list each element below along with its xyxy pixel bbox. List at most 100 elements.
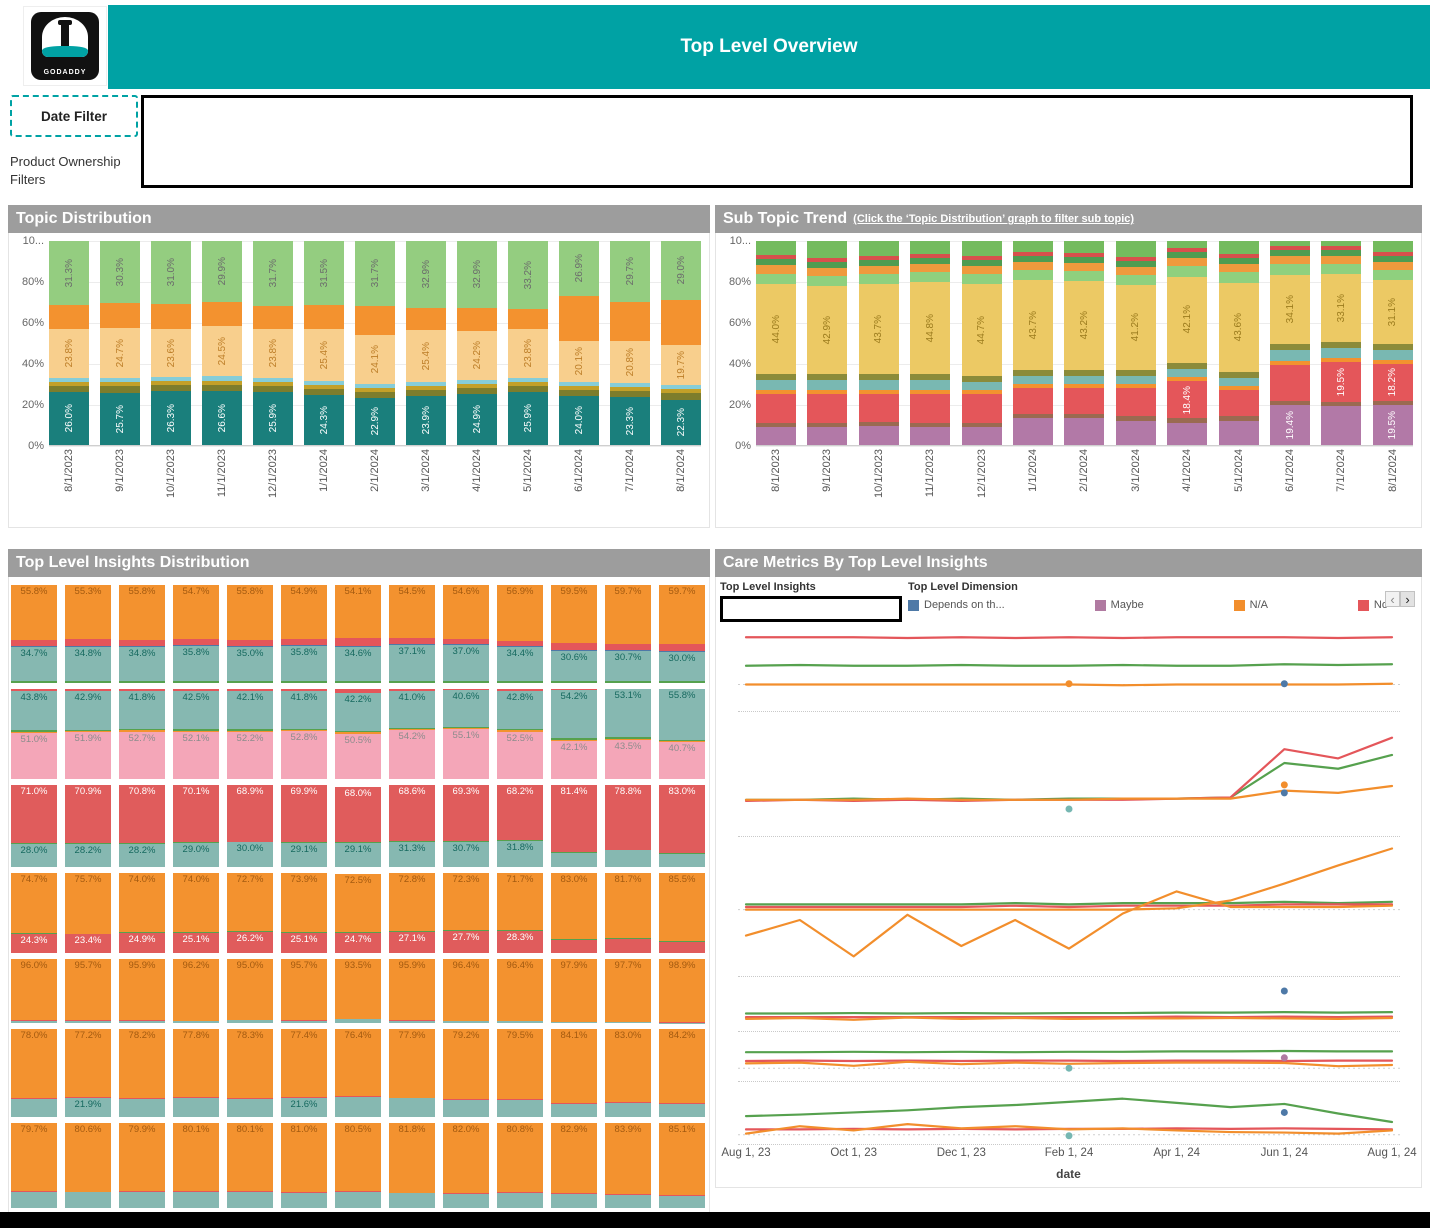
insight-bar[interactable]: 96.4% [497,959,543,1023]
insight-bar[interactable]: 96.4% [443,959,489,1023]
bar-12/1/2023[interactable]: 44.7% [961,240,1002,445]
insight-bar[interactable]: 68.2% 31.8% [497,785,543,867]
legend-scroll-left-icon[interactable]: ‹ [1385,591,1400,607]
line-panel-5[interactable] [738,1032,1400,1082]
insight-bar[interactable]: 96.2% [173,959,219,1023]
legend-item-depends-on-th---[interactable]: Depends on th... [908,599,1005,611]
insight-bar[interactable]: 80.8% [497,1123,543,1208]
top-level-insights-filter[interactable] [720,596,902,622]
line-panel-1[interactable] [738,627,1400,712]
bar-9/1/2023[interactable]: 30.3% 24.7% 25.7% [100,240,140,445]
insight-bar[interactable]: 82.9% [551,1123,597,1208]
insight-bar[interactable]: 79.7% [11,1123,57,1208]
insight-bar[interactable]: 42.2% 50.5% [335,689,381,779]
insight-bar[interactable]: 81.4% [551,785,597,867]
bar-10/1/2023[interactable]: 31.0% 23.6% 26.3% [151,240,191,445]
legend-scroll-right-icon[interactable]: › [1400,591,1415,607]
insight-bar[interactable]: 95.9% [119,959,165,1023]
insight-bar[interactable]: 79.5% [497,1029,543,1117]
insight-bar[interactable]: 81.8% [389,1123,435,1208]
bar-3/1/2024[interactable]: 32.9% 25.4% 23.9% [406,240,446,445]
insight-bar[interactable]: 74.7% 24.3% [11,873,57,953]
line-panel-4[interactable] [738,977,1400,1032]
insight-bar[interactable]: 42.5% 52.1% [173,689,219,779]
bar-7/1/2024[interactable]: 29.7% 20.8% 23.3% [610,241,650,445]
insight-bar[interactable]: 85.5% [659,873,705,953]
insight-bar[interactable]: 55.8% 34.7% [11,585,57,683]
insight-bar[interactable]: 69.3% 30.7% [443,785,489,867]
bar-4/1/2024[interactable]: 42.1% 18.4% [1167,240,1208,445]
insight-bar[interactable]: 73.9% 25.1% [281,873,327,953]
insight-bar[interactable]: 97.7% [605,959,651,1023]
insight-bar[interactable]: 54.2% 42.1% [551,689,597,779]
insight-bar[interactable]: 59.7% 30.7% [605,585,651,683]
insight-bar[interactable]: 55.3% 34.8% [65,585,111,683]
insight-bar[interactable]: 80.1% [227,1123,273,1208]
insight-bar[interactable]: 81.7% [605,873,651,953]
insight-bar[interactable]: 77.9% [389,1029,435,1117]
bar-2/1/2024[interactable]: 31.7% 24.1% 22.9% [355,241,395,445]
insight-bar[interactable]: 96.0% [11,959,57,1023]
insight-bar[interactable]: 85.1% [659,1123,705,1208]
date-filter-button[interactable]: Date Filter [10,95,138,137]
line-panel-3[interactable] [738,837,1400,977]
bar-1/1/2024[interactable]: 31.5% 25.4% 24.3% [304,240,344,445]
bar-8/1/2024[interactable]: 29.0% 19.7% 22.3% [661,240,701,445]
bar-7/1/2024[interactable]: 33.1% 19.5% [1321,240,1362,445]
bar-11/1/2023[interactable]: 29.9% 24.5% 26.6% [202,241,242,445]
insight-bar[interactable]: 84.2% [659,1029,705,1117]
insight-bar[interactable]: 78.3% [227,1029,273,1117]
bar-4/1/2024[interactable]: 32.9% 24.2% 24.9% [457,241,497,445]
insight-bar[interactable]: 54.1% 34.6% [335,585,381,683]
insight-bar[interactable]: 79.9% [119,1123,165,1208]
insight-bar[interactable]: 42.1% 52.2% [227,689,273,779]
line-panel-6[interactable] [738,1082,1400,1145]
legend-item-no[interactable]: No [1357,599,1388,611]
bar-5/1/2024[interactable]: 33.2% 23.8% 25.9% [508,241,548,445]
bar-1/1/2024[interactable]: 43.7% [1013,241,1054,445]
insight-bar[interactable]: 80.1% [173,1123,219,1208]
insight-bar[interactable]: 54.9% 35.8% [281,585,327,683]
bar-6/1/2024[interactable]: 26.9% 20.1% 24.0% [559,240,599,445]
bar-8/1/2023[interactable]: 44.0% [756,241,796,445]
insight-bar[interactable]: 68.9% 30.0% [227,785,273,867]
bar-8/1/2023[interactable]: 31.3% 23.8% 26.0% [49,241,89,445]
insight-bar[interactable]: 95.0% [227,959,273,1023]
product-ownership-filter-box[interactable] [141,95,1413,188]
insight-bar[interactable]: 78.8% [605,785,651,867]
insight-bar[interactable]: 54.7% 35.8% [173,585,219,683]
insight-bar[interactable]: 78.0% [11,1029,57,1117]
insight-bar[interactable]: 95.9% [389,959,435,1023]
insight-bar[interactable]: 53.1% 43.5% [605,689,651,779]
insight-bar[interactable]: 83.0% [551,873,597,953]
insight-bar[interactable]: 83.9% [605,1123,651,1208]
insight-bar[interactable]: 41.8% 52.7% [119,689,165,779]
insight-bar[interactable]: 98.9% [659,959,705,1023]
insight-bar[interactable]: 97.9% [551,959,597,1023]
insight-bar[interactable]: 68.6% 31.3% [389,784,435,867]
insight-bar[interactable]: 59.7% 30.0% [659,585,705,683]
bar-5/1/2024[interactable]: 43.6% [1218,241,1259,445]
insight-bar[interactable]: 41.0% 54.2% [389,689,435,779]
insight-bar[interactable]: 78.2% [119,1029,165,1117]
insight-bar[interactable]: 74.0% 25.1% [173,873,219,953]
insight-bar[interactable]: 95.7% [65,959,111,1023]
bar-11/1/2023[interactable]: 44.8% [910,241,951,445]
insight-bar[interactable]: 40.6% 55.1% [443,689,489,779]
insight-bar[interactable]: 74.0% 24.9% [119,873,165,953]
legend-item-n-a[interactable]: N/A [1233,599,1268,611]
insight-bar[interactable]: 55.8% 34.8% [119,585,165,683]
bar-6/1/2024[interactable]: 34.1% 19.4% [1270,240,1311,445]
insight-bar[interactable]: 95.7% [281,959,327,1023]
bar-8/1/2024[interactable]: 31.1% 18.2% 19.5% [1372,241,1413,445]
insight-bar[interactable]: 71.0% 28.0% [11,785,57,867]
insight-bar[interactable]: 79.2% [443,1029,489,1117]
insight-bar[interactable]: 75.7% 23.4% [65,873,111,953]
insight-bar[interactable]: 77.2% 21.9% [65,1029,111,1117]
insight-bar[interactable]: 54.5% 37.1% [389,585,435,683]
insight-bar[interactable]: 55.8% 35.0% [227,585,273,683]
insight-bar[interactable]: 69.9% 29.1% [281,785,327,867]
insight-bar[interactable]: 70.1% 29.0% [173,785,219,867]
insight-bar[interactable]: 82.0% [443,1123,489,1208]
insight-bar[interactable]: 72.3% 27.7% [443,873,489,953]
